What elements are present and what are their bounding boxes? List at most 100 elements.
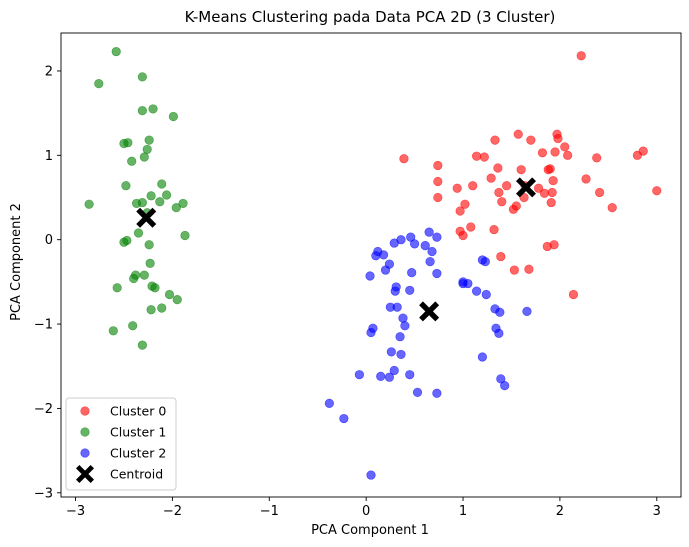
data-point (522, 306, 532, 317)
data-point (432, 232, 442, 242)
data-point (171, 203, 181, 213)
data-point (137, 197, 147, 208)
legend-label: Cluster 2 (110, 446, 166, 461)
x-tick-label: −3 (66, 504, 85, 519)
data-point (509, 265, 519, 275)
data-point (471, 151, 482, 161)
plot-points (84, 46, 662, 480)
data-point (592, 153, 602, 163)
data-point (553, 133, 563, 144)
data-point (543, 165, 553, 175)
data-point (386, 347, 396, 357)
data-point (481, 289, 491, 300)
x-axis-ticks: −3 −2 −1 0 1 2 3 (66, 497, 661, 519)
data-point (168, 111, 178, 122)
data-point (607, 203, 617, 213)
data-point (466, 222, 476, 232)
data-point (366, 470, 376, 480)
data-point (486, 173, 496, 183)
legend-marker (80, 406, 90, 416)
data-point (563, 150, 573, 160)
data-point (405, 370, 415, 380)
data-point (497, 197, 507, 207)
data-point (121, 181, 131, 191)
data-point (146, 191, 156, 201)
data-point (392, 302, 402, 312)
data-point (638, 146, 648, 156)
data-point (513, 129, 523, 139)
x-tick-label: −1 (260, 504, 279, 519)
data-point (425, 257, 435, 267)
x-tick-label: −2 (163, 504, 182, 519)
data-point (389, 365, 399, 376)
data-point (354, 370, 364, 380)
data-point (581, 174, 591, 184)
legend: Cluster 0 Cluster 1 Cluster 2 Centroid (65, 397, 177, 491)
data-point (157, 303, 167, 313)
data-point (119, 237, 129, 247)
plot-frame (60, 32, 682, 498)
legend-marker (80, 427, 90, 437)
y-tick-label: −3 (34, 486, 53, 501)
data-point (112, 283, 122, 293)
data-point (546, 197, 556, 208)
chart-title: K-Means Clustering pada Data PCA 2D (3 C… (185, 8, 556, 26)
data-point (161, 190, 172, 200)
data-point (144, 135, 154, 145)
data-point (595, 187, 605, 198)
data-point (550, 147, 560, 157)
data-point (133, 228, 144, 238)
data-point (157, 179, 167, 189)
data-point (172, 294, 182, 305)
data-point (479, 152, 489, 162)
data-point (548, 176, 558, 186)
data-point (424, 227, 434, 237)
data-point (137, 340, 147, 350)
data-point (164, 289, 175, 300)
data-point (560, 142, 570, 152)
legend-marker (80, 448, 90, 458)
data-point (432, 268, 442, 279)
centroid-marker (419, 301, 440, 322)
data-point (524, 264, 534, 274)
data-point (129, 273, 139, 284)
centroid-marker (136, 207, 157, 228)
legend-label: Cluster 0 (110, 404, 166, 419)
y-tick-label: −2 (34, 402, 53, 417)
data-point (409, 239, 420, 249)
data-point (502, 181, 512, 191)
data-point (384, 372, 395, 382)
data-point (123, 138, 133, 148)
y-tick-label: 0 (45, 233, 53, 248)
data-point (477, 352, 488, 362)
data-point (412, 387, 423, 397)
data-point (433, 176, 443, 187)
x-tick-label: 1 (459, 504, 467, 519)
data-point (324, 398, 334, 408)
data-point (180, 230, 190, 241)
data-point (576, 51, 586, 61)
data-point (144, 240, 154, 250)
data-point (366, 327, 376, 338)
data-point (178, 198, 188, 209)
legend-box (65, 397, 177, 491)
data-point (128, 321, 138, 331)
y-tick-label: 2 (45, 64, 53, 79)
data-point (511, 201, 521, 211)
series-cluster-2 (324, 227, 532, 480)
centroid-markers (136, 177, 536, 322)
data-point (458, 278, 468, 289)
data-point (395, 332, 405, 342)
data-point (468, 181, 478, 191)
centroid-marker (516, 177, 536, 198)
legend-marker-centroid (76, 465, 94, 483)
data-point (455, 206, 465, 216)
data-point (380, 265, 391, 275)
data-point (376, 371, 386, 381)
data-point (148, 104, 158, 114)
data-point (155, 197, 165, 207)
data-point (427, 246, 437, 257)
data-point (652, 186, 662, 196)
data-point (407, 267, 417, 278)
